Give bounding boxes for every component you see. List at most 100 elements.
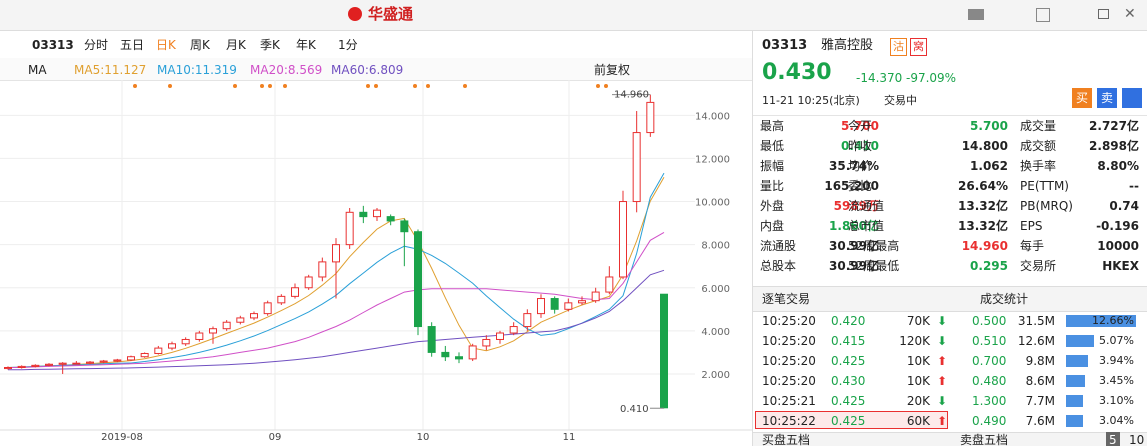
y-tick-label: 8.000 [701,241,730,252]
stat-label: 52周最低 [848,259,900,273]
candle-body [263,302,272,315]
quote-time: 11-21 10:25(北京) [762,94,860,107]
close-button[interactable]: ✕ [1124,6,1136,22]
candle-body [591,291,600,302]
stat-label: 最低 [760,139,785,153]
stat-value: 13.32亿 [958,199,1008,213]
event-dot [463,84,467,88]
quote-code: 03313 [762,38,808,53]
add-button[interactable] [1122,88,1142,108]
candle-body [523,313,532,328]
volume-bar [1066,335,1094,347]
buy-button[interactable]: 买 [1072,88,1092,108]
min-label: 0.410 [620,404,649,415]
candle-body [181,338,190,345]
y-tick-label: 6.000 [701,284,730,295]
sell-button[interactable]: 卖 [1097,88,1117,108]
candle-body [482,338,491,347]
stat-price: 0.480 [972,374,1007,388]
candle-body [195,332,204,340]
event-dot [233,84,237,88]
candle-body [127,356,135,361]
period-select[interactable]: 1分 [338,38,358,52]
trade-price: 0.430 [831,374,866,388]
level-toggle[interactable]: 10 [1129,433,1145,446]
ask-title: 卖盘五档 [960,433,1009,446]
ma-legend: MA20:8.569 [250,63,323,77]
period-tab[interactable]: 月K [226,38,246,52]
event-dot [604,84,608,88]
title-bar [0,0,1147,31]
maximize-button[interactable] [1098,9,1109,19]
stat-price: 1.300 [972,394,1007,408]
y-tick-label: 4.000 [701,327,730,338]
divider [752,31,753,446]
stat-value: 2.898亿 [1089,139,1139,153]
stat-value: 10000 [1097,239,1139,253]
volume-bar [1066,415,1083,427]
candle-body [222,321,231,330]
mail-icon[interactable] [968,9,984,20]
trade-time: 10:25:22 [762,414,816,428]
volume-bar [1066,395,1084,407]
stat-label: 总市值 [848,219,885,233]
ma-line [8,269,665,371]
candle-body [646,101,655,134]
indicator-name: MA [28,63,47,77]
max-label: 14.960 [614,90,649,101]
trade-time: 10:25:21 [762,394,816,408]
stat-label: PE(TTM) [1020,179,1069,193]
candle-body [359,211,368,218]
period-tab[interactable]: 年K [296,38,316,52]
trade-price: 0.420 [831,314,866,328]
candle-body [414,231,422,328]
trade-arrow: ⬆ [937,414,948,428]
ma-legend: MA60:6.809 [331,63,404,77]
candle-body [304,276,313,289]
stock-code: 03313 [32,38,74,52]
x-tick-label: 2019-08 [101,432,143,443]
trade-arrow: ⬇ [937,394,948,408]
stat-label: 52周最高 [848,239,900,253]
period-tab[interactable]: 分时 [84,38,109,52]
trade-volume: 70K [906,314,930,328]
period-tab[interactable]: 周K [190,38,210,52]
trade-time: 10:25:20 [762,334,816,348]
trade-arrow: ⬆ [937,354,948,368]
event-dot [366,84,370,88]
candle-body [537,298,545,315]
stat-value: 26.64% [958,179,1008,193]
stat-value: HKEX [1102,259,1139,273]
trade-price: 0.425 [831,414,866,428]
stat-pct: 3.45% [1099,374,1134,387]
candle-body [4,366,12,370]
stat-value: 14.800 [961,139,1008,153]
candle-body [509,326,518,334]
candle-body [564,302,573,310]
stat-label: PB(MRQ) [1020,199,1073,213]
app-title: 华盛通 [368,5,414,23]
quote-name: 雅高控股 [821,38,874,53]
event-dot [426,84,430,88]
candle-body [250,313,258,319]
candle-body [17,365,26,368]
volume-bar [1066,315,1136,327]
adjust-select[interactable]: 前复权 [594,63,631,77]
candle-body [318,261,327,278]
stat-value: 30.99亿 [829,259,879,273]
candle-body [31,364,40,367]
ma-line [8,231,665,368]
candle-body [455,356,463,360]
level-toggle[interactable]: 5 [1106,432,1120,446]
trade-price: 0.415 [831,334,866,348]
x-tick-label: 09 [269,432,282,443]
shrink-icon[interactable] [1036,8,1050,22]
period-tab[interactable]: 季K [260,38,280,52]
event-dot [260,84,264,88]
stat-volume: 9.8M [1025,354,1055,368]
toolbar [0,31,752,59]
period-tab[interactable]: 日K [156,38,176,52]
candle-body [427,326,436,353]
period-tab[interactable]: 五日 [120,38,145,52]
